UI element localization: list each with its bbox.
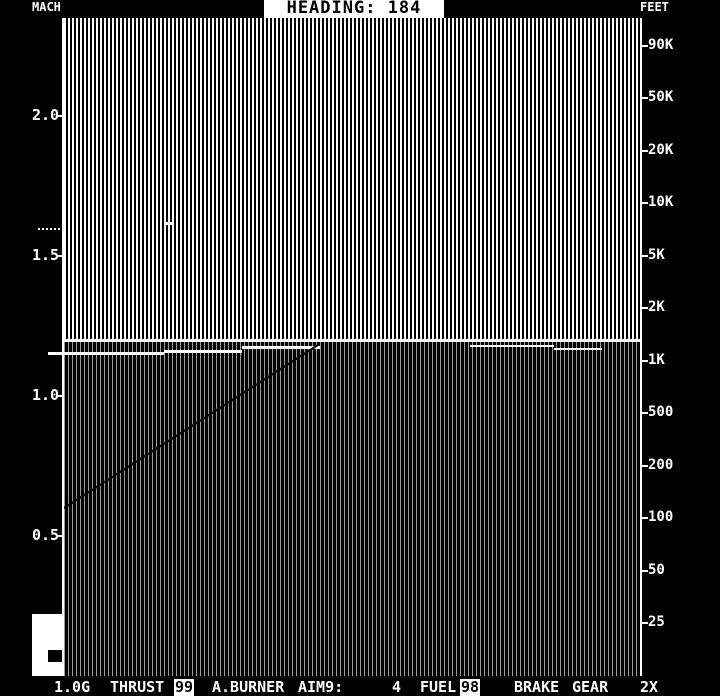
altitude-tick xyxy=(640,202,648,204)
mach-tick-label: 2.0 xyxy=(32,108,59,123)
altitude-tick-label: 90K xyxy=(648,38,673,52)
mach-tick-label: 0.5 xyxy=(32,528,59,543)
fuel-label: FUEL xyxy=(420,679,456,696)
altitude-tick-label: 5K xyxy=(648,248,665,262)
feet-unit-label: FEET xyxy=(640,1,669,13)
altitude-tick xyxy=(640,255,648,257)
status-bar xyxy=(0,676,720,696)
altitude-tick-label: 25 xyxy=(648,615,665,629)
mach-indicator xyxy=(38,228,62,230)
altitude-tick-label: 50 xyxy=(648,563,665,577)
altitude-tick xyxy=(640,45,648,47)
afterburner-label: A.BURNER xyxy=(212,679,284,696)
mach-tick-label: 1.0 xyxy=(32,388,59,403)
altitude-tick-label: 100 xyxy=(648,510,673,524)
altitude-tick xyxy=(640,97,648,99)
altitude-tick-label: 200 xyxy=(648,458,673,472)
target-blip xyxy=(166,222,172,225)
aim9-label: AIM9: xyxy=(298,679,343,696)
altitude-tick xyxy=(640,622,648,624)
heading-title: HEADING: 184 xyxy=(264,0,444,18)
thrust-value: 99 xyxy=(174,679,194,696)
zoom-indicator: 2X xyxy=(640,679,658,696)
mach-tick-label: 1.5 xyxy=(32,248,59,263)
altitude-tick xyxy=(640,465,648,467)
altitude-tick xyxy=(640,517,648,519)
altitude-tick-label: 20K xyxy=(648,143,673,157)
thrust-bar xyxy=(32,614,62,676)
altitude-tick-label: 500 xyxy=(648,405,673,419)
brake-indicator: BRAKE xyxy=(514,679,559,696)
aim9-count: 4 xyxy=(392,679,401,696)
mach-unit-label: MACH xyxy=(32,1,61,13)
g-load-readout: 1.0G xyxy=(54,679,90,696)
altitude-tick-label: 1K xyxy=(648,353,665,367)
altitude-tick-label: 50K xyxy=(648,90,673,104)
thrust-bar-notch xyxy=(48,650,62,662)
fuel-value: 98 xyxy=(460,679,480,696)
altitude-tick xyxy=(640,150,648,152)
altitude-tick-label: 10K xyxy=(648,195,673,209)
gear-indicator: GEAR xyxy=(572,679,608,696)
thrust-label: THRUST xyxy=(110,679,164,696)
altitude-tick-label: 2K xyxy=(648,300,665,314)
altitude-tick xyxy=(640,570,648,572)
altitude-tick xyxy=(640,412,648,414)
altitude-axis xyxy=(640,18,642,676)
altitude-tick xyxy=(640,307,648,309)
altitude-tick xyxy=(640,360,648,362)
